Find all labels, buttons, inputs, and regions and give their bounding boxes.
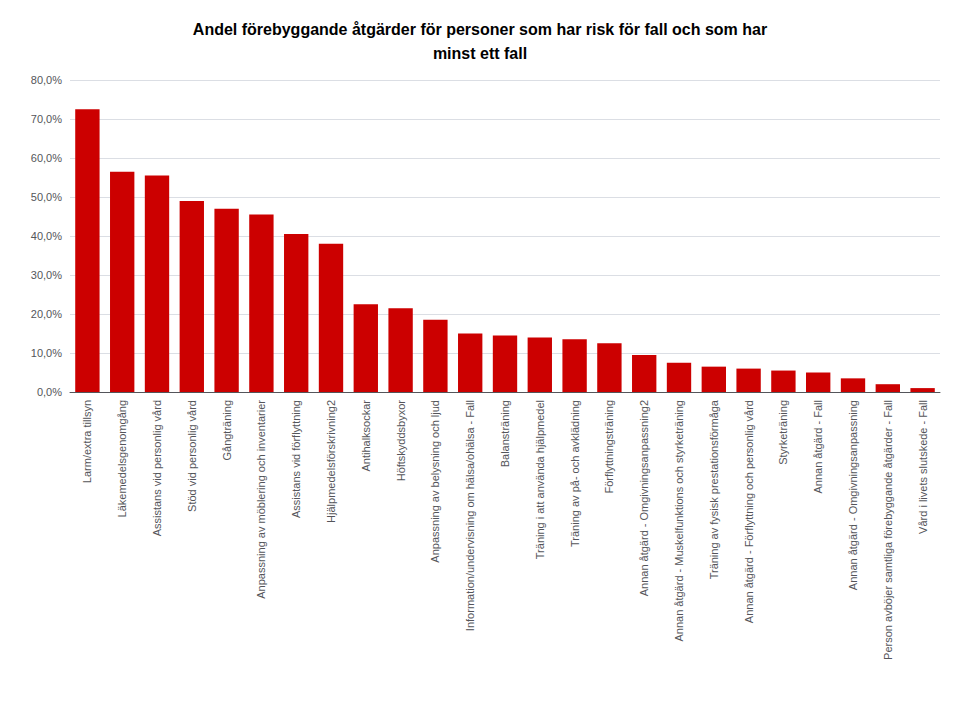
svg-text:20,0%: 20,0%	[31, 308, 62, 320]
svg-text:70,0%: 70,0%	[31, 113, 62, 125]
svg-text:Antihalksockar: Antihalksockar	[360, 400, 372, 472]
svg-text:40,0%: 40,0%	[31, 230, 62, 242]
svg-text:Hjälpmedelsförskrivning2: Hjälpmedelsförskrivning2	[325, 400, 337, 523]
svg-text:30,0%: 30,0%	[31, 269, 62, 281]
svg-text:60,0%: 60,0%	[31, 152, 62, 164]
svg-text:Assistans vid personlig vård: Assistans vid personlig vård	[151, 400, 163, 536]
svg-text:Anpassning av möblering och in: Anpassning av möblering och inventarier	[255, 400, 267, 599]
svg-text:Information/undervisning om hä: Information/undervisning om hälsa/ohälsa…	[464, 400, 476, 631]
svg-text:minst ett fall: minst ett fall	[433, 45, 527, 62]
svg-text:Annan åtgärd - Omgivningsanpas: Annan åtgärd - Omgivningsanpassning2	[638, 400, 650, 596]
svg-text:Andel förebyggande åtgärder fö: Andel förebyggande åtgärder för personer…	[193, 21, 767, 38]
svg-text:Assistans vid förflyttning: Assistans vid förflyttning	[290, 400, 302, 518]
svg-text:Vård i livets slutskede - Fall: Vård i livets slutskede - Fall	[917, 400, 929, 534]
svg-text:Annan åtgärd - Fall: Annan åtgärd - Fall	[812, 400, 824, 494]
svg-text:Annan åtgärd - Omgivningsanpas: Annan åtgärd - Omgivningsanpassning	[847, 400, 859, 590]
svg-text:Höftskyddsbyxor: Höftskyddsbyxor	[395, 400, 407, 482]
svg-text:Gångträning: Gångträning	[221, 400, 233, 461]
svg-text:Annan åtgärd - Förflyttning oc: Annan åtgärd - Förflyttning och personli…	[743, 400, 755, 623]
svg-text:Anpassning av belysning och lj: Anpassning av belysning och ljud	[429, 400, 441, 563]
svg-text:Balansträning: Balansträning	[499, 400, 511, 467]
svg-text:50,0%: 50,0%	[31, 191, 62, 203]
svg-text:Träning av fysisk prestationsf: Träning av fysisk prestationsförmåga	[708, 399, 720, 579]
svg-text:Person avböjer samtliga föreby: Person avböjer samtliga förebyggande åtg…	[882, 400, 894, 660]
svg-text:Annan åtgärd - Muskelfunktions: Annan åtgärd - Muskelfunktions och styrk…	[673, 400, 685, 642]
svg-text:Styrketräning: Styrketräning	[777, 400, 789, 465]
svg-text:Förflyttningsträning: Förflyttningsträning	[603, 400, 615, 494]
svg-text:Stöd vid personlig vård: Stöd vid personlig vård	[186, 400, 198, 512]
svg-text:80,0%: 80,0%	[31, 74, 62, 86]
svg-text:Träning av på- och avklädning: Träning av på- och avklädning	[569, 400, 581, 547]
svg-text:0,0%: 0,0%	[37, 386, 62, 398]
svg-text:Träning i att använda hjälpmed: Träning i att använda hjälpmedel	[534, 400, 546, 559]
svg-text:10,0%: 10,0%	[31, 347, 62, 359]
svg-text:Larm/extra tillsyn: Larm/extra tillsyn	[81, 400, 93, 483]
svg-text:Läkemedelsgenomgång: Läkemedelsgenomgång	[116, 400, 128, 517]
